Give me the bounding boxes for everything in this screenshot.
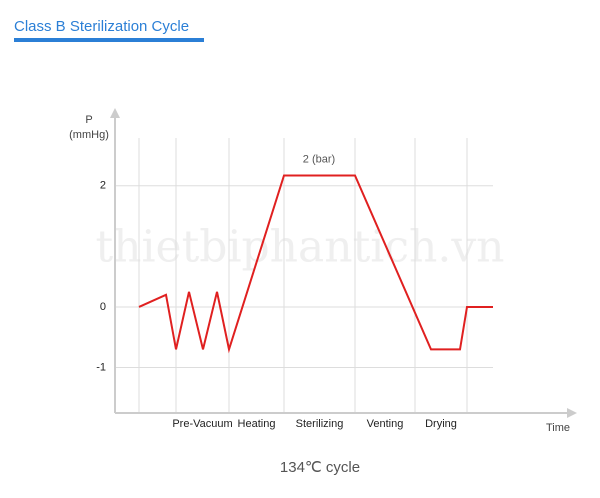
x-tick-label: Venting (367, 418, 404, 430)
y-axis-label: (mmHg) (69, 129, 109, 141)
x-tick-label: Drying (425, 418, 457, 430)
y-axis-label: P (85, 114, 92, 126)
x-tick-label: Heating (238, 418, 276, 430)
y-axis-arrow (110, 108, 120, 118)
x-tick-label: Pre-Vacuum (172, 418, 232, 430)
y-tick-label: 2 (100, 180, 106, 192)
y-tick-label: -1 (96, 361, 106, 373)
data-line (138, 174, 493, 354)
y-tick-label: 0 (100, 301, 106, 313)
chart-title: Class B Sterilization Cycle (14, 18, 189, 35)
x-axis-arrow (567, 408, 577, 418)
watermark: thietbiphantich.vn (95, 222, 504, 273)
caption: 134℃ cycle (280, 459, 360, 476)
annotation: 2 (bar) (303, 153, 335, 165)
x-axis-label: Time (546, 422, 570, 434)
x-tick-label: Sterilizing (296, 418, 344, 430)
